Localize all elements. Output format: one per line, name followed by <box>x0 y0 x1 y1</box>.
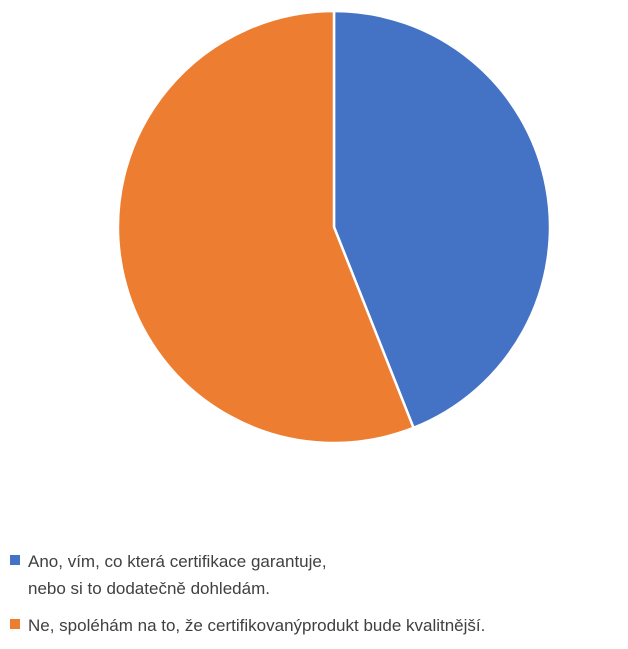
pie-slice-1 <box>116 9 415 445</box>
chart-area <box>116 9 552 445</box>
pie-slice-0 <box>332 9 552 430</box>
legend-item-ne: Ne, spoléhám na to, že certifikovanýprod… <box>10 612 625 639</box>
legend-label-ano: Ano, vím, co která certifikace garantuje… <box>28 552 327 598</box>
pie-chart <box>116 9 552 445</box>
legend-swatch-ne <box>10 619 20 629</box>
legend: Ano, vím, co která certifikace garantuje… <box>10 548 625 649</box>
legend-swatch-ano <box>10 555 20 565</box>
legend-label-ne: Ne, spoléhám na to, že certifikovanýprod… <box>28 616 486 635</box>
legend-item-ano: Ano, vím, co která certifikace garantuje… <box>10 548 625 602</box>
